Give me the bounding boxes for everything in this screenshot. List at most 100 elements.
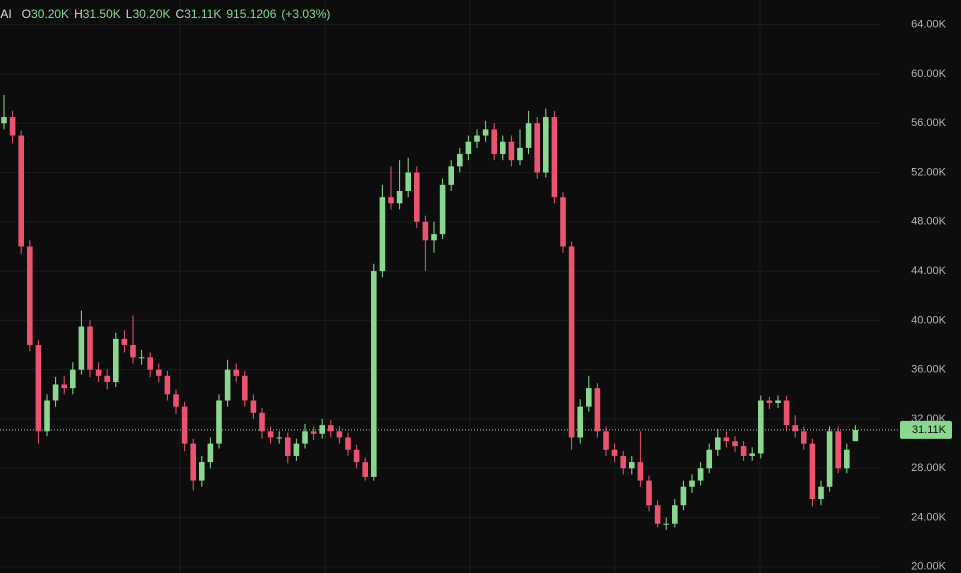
y-tick-label: 60.00K [911, 68, 947, 80]
candle-body [525, 123, 532, 148]
candle-body [672, 505, 678, 524]
legend-label: C [176, 7, 185, 21]
candle-body [259, 412, 265, 432]
candle-body [52, 384, 59, 401]
candle-body [173, 394, 179, 407]
candle-body [826, 431, 833, 487]
y-tick-label: 28.00K [911, 462, 947, 474]
candle-body [199, 462, 205, 481]
legend-label: O [22, 7, 31, 21]
candle-body [620, 455, 626, 469]
legend-header: .AIO30.20KH31.50KL30.20KC31.11K915.1206(… [0, 7, 330, 21]
candle-body [78, 326, 85, 370]
candle-body [740, 446, 747, 456]
candle-body [482, 129, 489, 136]
candle-body [603, 431, 609, 450]
candle-body [809, 443, 816, 500]
candle-body [706, 449, 712, 469]
symbol: .AI [0, 7, 12, 21]
candle-body [276, 437, 282, 439]
candle-body [156, 369, 162, 376]
candle-body [164, 375, 171, 395]
candle-body [319, 425, 325, 434]
candle-body [835, 431, 841, 469]
legend-value: 31.50K [83, 7, 121, 21]
candle-body [663, 523, 669, 525]
price-axis: 20.00K24.00K28.00K32.00K36.00K40.00K44.0… [900, 19, 952, 573]
candle-body [637, 462, 644, 481]
candle-body [766, 400, 773, 403]
candle-body [551, 117, 558, 198]
candle-body [465, 141, 472, 155]
candle-body [431, 234, 437, 241]
candle-body [715, 437, 721, 450]
candle-body [560, 197, 566, 247]
candle-body [379, 197, 386, 272]
candle-body [242, 375, 248, 401]
candle-body [732, 441, 738, 447]
y-tick-label: 44.00K [911, 265, 947, 277]
candle-body [594, 388, 601, 432]
candle-body [852, 429, 859, 442]
candle-body [371, 271, 377, 477]
candle-body [629, 462, 635, 469]
candle-body [758, 400, 764, 454]
candle-body [233, 369, 239, 376]
candle-body [121, 338, 128, 346]
candle-body [302, 431, 308, 444]
candle-body [457, 154, 463, 167]
candle-body [336, 431, 343, 438]
last-price-badge [900, 420, 952, 439]
y-tick-label: 48.00K [911, 216, 947, 228]
candle-body [207, 443, 214, 463]
legend-label: L [126, 7, 133, 21]
candle-body [285, 437, 291, 456]
candle-body [147, 357, 153, 370]
candle-body [801, 431, 807, 444]
candle-body [508, 141, 515, 161]
y-tick-label: 52.00K [911, 166, 947, 178]
legend-volume: 915.1206 [226, 7, 276, 21]
candle-body [138, 357, 145, 359]
candle-body [113, 338, 119, 382]
candle-body [792, 425, 798, 432]
candle-body [586, 388, 592, 407]
candle-body [474, 135, 480, 142]
legend-change: (+3.03%) [281, 7, 330, 21]
candle-body [568, 246, 575, 438]
candle-body [577, 406, 583, 438]
candles [1, 94, 859, 530]
candle-body [310, 431, 317, 434]
last-price-label: 31.11K [912, 424, 947, 436]
candle-body [87, 326, 93, 370]
candle-body [224, 369, 231, 401]
candle-body [267, 431, 274, 438]
candle-body [491, 129, 497, 155]
candle-body [414, 172, 420, 222]
legend-value: 31.11K [184, 7, 221, 21]
candle-body [362, 462, 368, 477]
candle-body [439, 184, 446, 235]
candle-body [293, 443, 300, 456]
y-tick-label: 36.00K [911, 364, 947, 376]
candle-body [345, 437, 351, 450]
candle-body [61, 384, 67, 389]
candle-body [611, 449, 618, 456]
candle-body [27, 246, 33, 346]
candle-body [543, 117, 549, 173]
legend-value: 30.20K [132, 7, 170, 21]
candle-body [749, 453, 755, 456]
candle-body [646, 480, 652, 506]
candle-body [35, 345, 42, 432]
candle-body [181, 406, 188, 444]
candle-body [95, 369, 102, 376]
candle-body [190, 443, 196, 481]
y-tick-label: 64.00K [911, 19, 947, 31]
candle-body [534, 123, 540, 173]
y-tick-label: 40.00K [911, 314, 947, 326]
candle-body [405, 172, 411, 191]
candle-body [70, 369, 76, 389]
vertical-grid [179, 0, 761, 573]
